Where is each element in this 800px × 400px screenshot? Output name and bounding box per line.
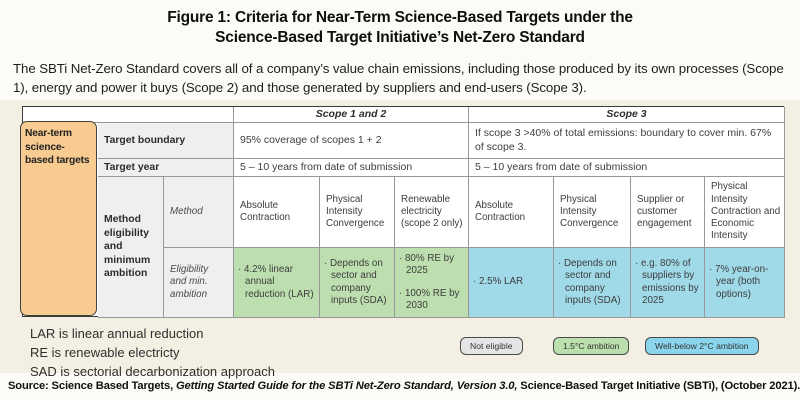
- scope3-ambition-2: · Depends on sector and company inputs (…: [558, 258, 626, 307]
- target-boundary-scope3-value: If scope 3 >40% of total emissions: boun…: [475, 127, 778, 153]
- legend-badge-15c-ambition: 1.5°C ambition: [553, 337, 629, 355]
- ambition-row-label-cell: Eligibility and min. ambition: [164, 248, 234, 318]
- scope12-method-2-cell: Physical Intensity Convergence: [320, 177, 395, 248]
- scope12-ambition-2: · Depends on sector and company inputs (…: [324, 258, 390, 307]
- target-year-scope12-value: 5 – 10 years from date of submission: [240, 161, 462, 174]
- scope3-method-3: Supplier or customer engagement: [637, 194, 701, 231]
- scope12-method-2: Physical Intensity Convergence: [326, 194, 391, 231]
- target-boundary-scope3-cell: If scope 3 >40% of total emissions: boun…: [469, 123, 785, 159]
- method-row-label: Method: [170, 206, 227, 218]
- ambition-row-label: Eligibility and min. ambition: [170, 264, 227, 301]
- scope3-method-1: Absolute Contraction: [475, 200, 550, 224]
- source-suffix: Science-Based Target Initiative (SBTi), …: [517, 380, 800, 392]
- source-prefix: Source: Science Based Targets,: [8, 380, 176, 392]
- scope3-ambition-3: · e.g. 80% of suppliers by emissions by …: [635, 258, 700, 307]
- target-boundary-label: Target boundary: [98, 123, 234, 159]
- note-sad: SAD is sectorial decarbonization approac…: [30, 363, 275, 382]
- target-boundary-scope12-cell: 95% coverage of scopes 1 + 2: [234, 123, 469, 159]
- scope3-ambition-1-cell: · 2.5% LAR: [469, 248, 554, 318]
- scope3-method-1-cell: Absolute Contraction: [469, 177, 554, 248]
- criteria-table: Scope 1 and 2 Scope 3 Target boundary 95…: [22, 106, 784, 317]
- intro-text: The SBTi Net-Zero Standard covers all of…: [13, 60, 791, 97]
- scope3-ambition-4-cell: · 7% year-on-year (both options): [705, 248, 785, 318]
- target-boundary-scope12-value: 95% coverage of scopes 1 + 2: [240, 134, 462, 147]
- scope12-method-3: Renewable electricity (scope 2 only): [401, 194, 465, 231]
- scope12-header: Scope 1 and 2: [234, 107, 469, 123]
- scope3-ambition-2-cell: · Depends on sector and company inputs (…: [554, 248, 631, 318]
- row-group-label: Near-term science-based targets: [20, 121, 97, 316]
- method-block-label: Method eligibility and minimum ambition: [104, 213, 157, 281]
- scope3-method-3-cell: Supplier or customer engagement: [631, 177, 705, 248]
- note-re: RE is renewable electricty: [30, 344, 275, 363]
- scope12-ambition-1: · 4.2% linear annual reduction (LAR): [238, 264, 315, 301]
- target-year-scope12-cell: 5 – 10 years from date of submission: [234, 159, 469, 177]
- scope12-method-3-cell: Renewable electricity (scope 2 only): [395, 177, 469, 248]
- target-year-label: Target year: [98, 159, 234, 177]
- scope3-method-4: Physical Intensity Contraction and Econo…: [711, 181, 781, 242]
- scope3-method-2: Physical Intensity Convergence: [560, 194, 627, 231]
- source-title: Getting Started Guide for the SBTi Net-Z…: [176, 380, 517, 392]
- scope12-ambition-1-cell: · 4.2% linear annual reduction (LAR): [234, 248, 320, 318]
- target-year-scope3-cell: 5 – 10 years from date of submission: [469, 159, 785, 177]
- scope3-header: Scope 3: [469, 107, 785, 123]
- scope12-ambition-3a: · 80% RE by 2025: [399, 253, 464, 277]
- source-citation: Source: Science Based Targets, Getting S…: [8, 380, 798, 392]
- note-lar: LAR is linear annual reduction: [30, 325, 275, 344]
- figure-title-line1: Figure 1: Criteria for Near-Term Science…: [0, 8, 800, 28]
- legend-badge-not-eligible: Not eligible: [460, 337, 523, 355]
- scope3-method-4-cell: Physical Intensity Contraction and Econo…: [705, 177, 785, 248]
- abbreviation-notes: LAR is linear annual reduction RE is ren…: [30, 325, 275, 381]
- scope3-ambition-3-cell: · e.g. 80% of suppliers by emissions by …: [631, 248, 705, 318]
- scope12-ambition-3b: · 100% RE by 2030: [399, 288, 464, 312]
- target-year-scope3-value: 5 – 10 years from date of submission: [475, 161, 778, 174]
- method-block-label-cell: Method eligibility and minimum ambition: [98, 177, 164, 318]
- figure-title: Figure 1: Criteria for Near-Term Science…: [0, 8, 800, 48]
- method-row-label-cell: Method: [164, 177, 234, 248]
- legend-badge-wb2c-ambition: Well-below 2°C ambition: [645, 337, 759, 355]
- scope3-ambition-4: · 7% year-on-year (both options): [709, 264, 780, 301]
- scope3-method-2-cell: Physical Intensity Convergence: [554, 177, 631, 248]
- scope12-method-1: Absolute Contraction: [240, 200, 316, 224]
- scope12-method-1-cell: Absolute Contraction: [234, 177, 320, 248]
- scope12-ambition-2-cell: · Depends on sector and company inputs (…: [320, 248, 395, 318]
- scope3-ambition-1: · 2.5% LAR: [473, 276, 549, 288]
- scope12-ambition-3-cell: · 80% RE by 2025 · 100% RE by 2030: [395, 248, 469, 318]
- figure-title-line2: Science-Based Target Initiative’s Net-Ze…: [0, 28, 800, 48]
